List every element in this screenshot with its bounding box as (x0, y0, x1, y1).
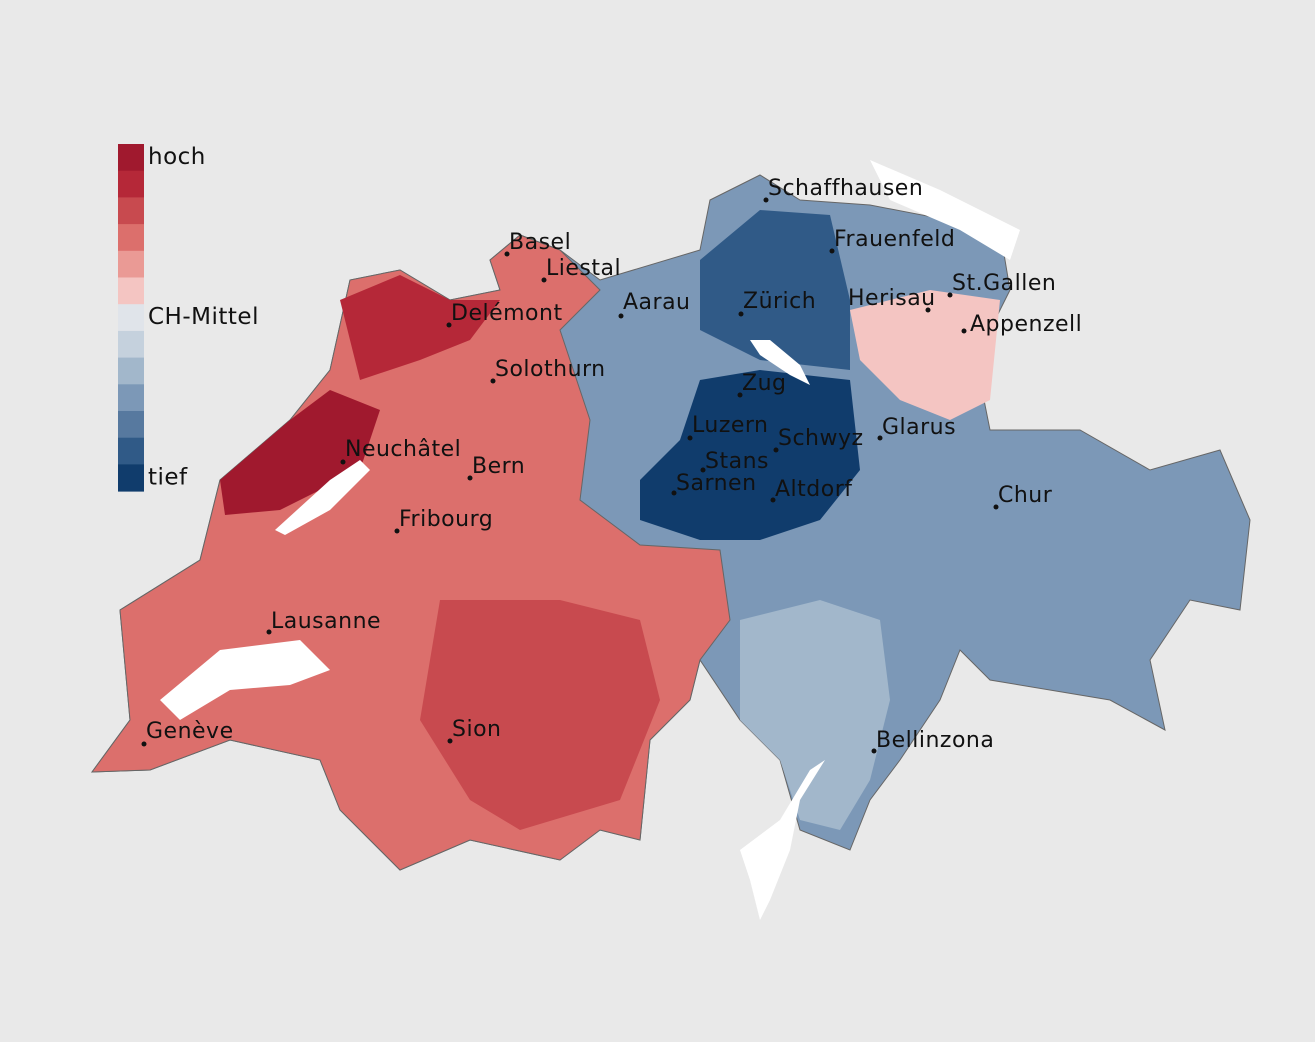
legend-swatch (118, 277, 144, 305)
city-label: Liestal (546, 256, 621, 281)
legend-swatch (118, 411, 144, 439)
city-label: Herisau (848, 286, 936, 311)
legend-swatch (118, 304, 144, 332)
city-dot (490, 378, 496, 384)
city-label: Delémont (451, 301, 563, 326)
legend-swatch (118, 464, 144, 492)
legend-swatch (118, 437, 144, 465)
city-label: Frauenfeld (834, 227, 955, 252)
city-dot (266, 629, 272, 635)
city-label: Bellinzona (876, 728, 994, 753)
city-dot (738, 311, 744, 317)
city-dot (340, 459, 346, 465)
city-dot (446, 322, 452, 328)
city-dot (770, 497, 776, 503)
city-label: Bern (472, 454, 525, 479)
lake-geneva (160, 640, 330, 720)
city-label: Luzern (692, 413, 769, 438)
city-dot (394, 528, 400, 534)
city-dot (504, 251, 510, 257)
city-label: Sarnen (676, 471, 757, 496)
city-label: St.Gallen (952, 271, 1056, 296)
city-dot (773, 447, 779, 453)
city-dot (541, 277, 547, 283)
legend-label: hoch (148, 144, 206, 170)
city-dot (141, 741, 147, 747)
city-dot (829, 248, 835, 254)
legend-swatch (118, 170, 144, 198)
legend-swatch (118, 197, 144, 225)
lake-constance (870, 160, 1020, 260)
city-dot (687, 435, 693, 441)
city-dot (447, 738, 453, 744)
city-dot (467, 475, 473, 481)
city-dot (925, 307, 931, 313)
city-label: Zürich (743, 289, 816, 314)
legend-label: tief (148, 464, 188, 490)
city-label: Glarus (882, 415, 956, 440)
city-dot (993, 504, 999, 510)
legend-swatch (118, 330, 144, 359)
city-label: Altdorf (775, 477, 853, 502)
city-label: Chur (998, 483, 1053, 508)
city-label: Lausanne (271, 609, 381, 634)
central-dark-region (640, 370, 860, 540)
city-dot (947, 292, 953, 298)
city-dot (871, 748, 877, 754)
legend: hoch CH-Mittel tief (118, 144, 259, 492)
city-label: Fribourg (399, 507, 493, 532)
city-label: Solothurn (495, 357, 606, 382)
legend-swatch (118, 144, 144, 172)
south-light-region (740, 600, 890, 830)
legend-label: CH-Mittel (148, 304, 259, 330)
city-label: Neuchâtel (345, 437, 461, 462)
valais-region (420, 600, 660, 830)
city-dot (700, 467, 706, 473)
city-dot (618, 313, 624, 319)
northeast-pink (850, 290, 1000, 420)
city-dot (671, 490, 677, 496)
city-label: Sion (452, 717, 501, 742)
city-label: Genève (146, 719, 234, 744)
legend-swatch (118, 224, 144, 252)
city-dot (737, 392, 743, 398)
city-label: Basel (509, 230, 571, 255)
city-dot (961, 328, 967, 334)
lake-maggiore (740, 760, 825, 920)
legend-swatch (118, 384, 144, 412)
north-mid-region (700, 210, 850, 370)
city-label: Appenzell (970, 312, 1082, 337)
lake-neuchatel (275, 460, 370, 535)
city-label: Zug (742, 371, 786, 396)
city-label: Schaffhausen (768, 176, 923, 201)
country-shape (90, 160, 1251, 920)
lake-zurich (750, 340, 810, 385)
legend-swatch (118, 357, 144, 385)
city-label: Aarau (623, 290, 691, 315)
jura-region (340, 275, 500, 380)
city-dot (877, 435, 883, 441)
city-dot (763, 197, 769, 203)
legend-swatch (118, 250, 144, 278)
city-label: Schwyz (778, 426, 864, 451)
city-label: Stans (705, 449, 769, 474)
west-dark-region (220, 390, 380, 515)
